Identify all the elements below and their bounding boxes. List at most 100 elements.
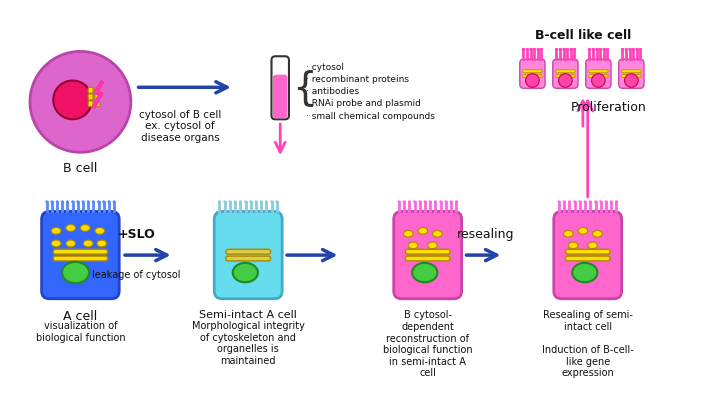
FancyBboxPatch shape	[273, 75, 287, 118]
Circle shape	[540, 48, 543, 51]
Circle shape	[562, 200, 565, 203]
FancyBboxPatch shape	[226, 249, 270, 254]
Ellipse shape	[233, 263, 258, 282]
Circle shape	[66, 200, 69, 203]
Circle shape	[598, 48, 602, 51]
FancyBboxPatch shape	[88, 101, 93, 107]
Text: Proliferation: Proliferation	[571, 101, 647, 114]
Circle shape	[558, 200, 560, 203]
Circle shape	[579, 200, 582, 203]
FancyBboxPatch shape	[54, 256, 108, 261]
Ellipse shape	[62, 262, 89, 283]
Ellipse shape	[427, 242, 437, 249]
Circle shape	[624, 48, 627, 51]
Circle shape	[573, 200, 576, 203]
Circle shape	[76, 200, 80, 203]
Circle shape	[562, 48, 565, 51]
Text: {: {	[292, 69, 317, 107]
Ellipse shape	[432, 230, 442, 237]
Circle shape	[56, 200, 58, 203]
Ellipse shape	[593, 230, 602, 237]
Circle shape	[71, 200, 74, 203]
Circle shape	[558, 48, 562, 51]
Text: Morphological integrity
of cytoskeleton and
organelles is
maintained: Morphological integrity of cytoskeleton …	[191, 321, 305, 366]
FancyBboxPatch shape	[589, 70, 608, 73]
FancyBboxPatch shape	[554, 211, 622, 299]
FancyBboxPatch shape	[622, 70, 641, 73]
Circle shape	[631, 48, 634, 51]
Text: · antibodies: · antibodies	[306, 87, 360, 96]
Ellipse shape	[80, 224, 90, 231]
Text: +SLO: +SLO	[118, 228, 156, 241]
Circle shape	[589, 200, 592, 203]
Text: Resealing of semi-
intact cell

Induction of B-cell-
like gene
expression: Resealing of semi- intact cell Induction…	[542, 310, 634, 378]
Circle shape	[624, 74, 638, 87]
Ellipse shape	[418, 228, 427, 234]
Circle shape	[434, 200, 437, 203]
Ellipse shape	[572, 263, 598, 282]
Ellipse shape	[588, 242, 598, 249]
Circle shape	[566, 48, 569, 51]
FancyBboxPatch shape	[272, 56, 289, 119]
Ellipse shape	[51, 240, 61, 247]
FancyBboxPatch shape	[214, 211, 282, 299]
FancyBboxPatch shape	[520, 59, 545, 88]
Circle shape	[536, 48, 539, 51]
Circle shape	[615, 200, 618, 203]
Circle shape	[621, 48, 624, 51]
FancyBboxPatch shape	[88, 87, 93, 93]
FancyBboxPatch shape	[394, 211, 462, 299]
Circle shape	[594, 200, 597, 203]
Circle shape	[61, 200, 64, 203]
FancyBboxPatch shape	[589, 75, 608, 77]
FancyBboxPatch shape	[95, 101, 100, 107]
Circle shape	[398, 200, 401, 203]
Circle shape	[413, 200, 416, 203]
Circle shape	[54, 81, 92, 119]
Text: · RNAi probe and plasmid: · RNAi probe and plasmid	[306, 99, 421, 108]
Circle shape	[265, 200, 268, 203]
Circle shape	[635, 48, 639, 51]
Circle shape	[97, 200, 100, 203]
Circle shape	[408, 200, 411, 203]
FancyBboxPatch shape	[555, 70, 575, 73]
Circle shape	[444, 200, 448, 203]
Ellipse shape	[95, 228, 105, 234]
FancyBboxPatch shape	[522, 75, 542, 77]
Circle shape	[239, 200, 242, 203]
Ellipse shape	[66, 224, 75, 231]
Text: · cytosol: · cytosol	[306, 63, 344, 72]
FancyBboxPatch shape	[619, 59, 644, 88]
Text: cytosol of B cell
ex. cytosol of
disease organs: cytosol of B cell ex. cytosol of disease…	[139, 110, 222, 143]
Ellipse shape	[83, 240, 93, 247]
Ellipse shape	[568, 242, 578, 249]
Circle shape	[603, 48, 605, 51]
Circle shape	[526, 48, 529, 51]
Ellipse shape	[408, 242, 418, 249]
Circle shape	[628, 48, 631, 51]
Circle shape	[526, 74, 539, 87]
Ellipse shape	[66, 240, 75, 247]
Circle shape	[568, 200, 571, 203]
Ellipse shape	[97, 240, 106, 247]
Circle shape	[599, 200, 602, 203]
FancyBboxPatch shape	[522, 70, 542, 73]
Circle shape	[606, 48, 609, 51]
Text: Semi-intact A cell: Semi-intact A cell	[199, 310, 297, 320]
Circle shape	[591, 74, 605, 87]
Circle shape	[429, 200, 432, 203]
Ellipse shape	[51, 228, 61, 234]
Ellipse shape	[412, 263, 437, 282]
Circle shape	[82, 200, 84, 203]
Circle shape	[610, 200, 612, 203]
FancyBboxPatch shape	[88, 94, 93, 100]
Text: B cell: B cell	[63, 162, 98, 175]
Circle shape	[455, 200, 458, 203]
Text: A cell: A cell	[63, 310, 98, 323]
Text: B cytosol-
dependent
reconstruction of
biological function
in semi-intact A
cell: B cytosol- dependent reconstruction of b…	[383, 310, 472, 378]
Circle shape	[92, 200, 95, 203]
Circle shape	[270, 200, 273, 203]
FancyBboxPatch shape	[42, 211, 119, 299]
Text: · small chemical compounds: · small chemical compounds	[306, 112, 435, 121]
Circle shape	[87, 200, 89, 203]
